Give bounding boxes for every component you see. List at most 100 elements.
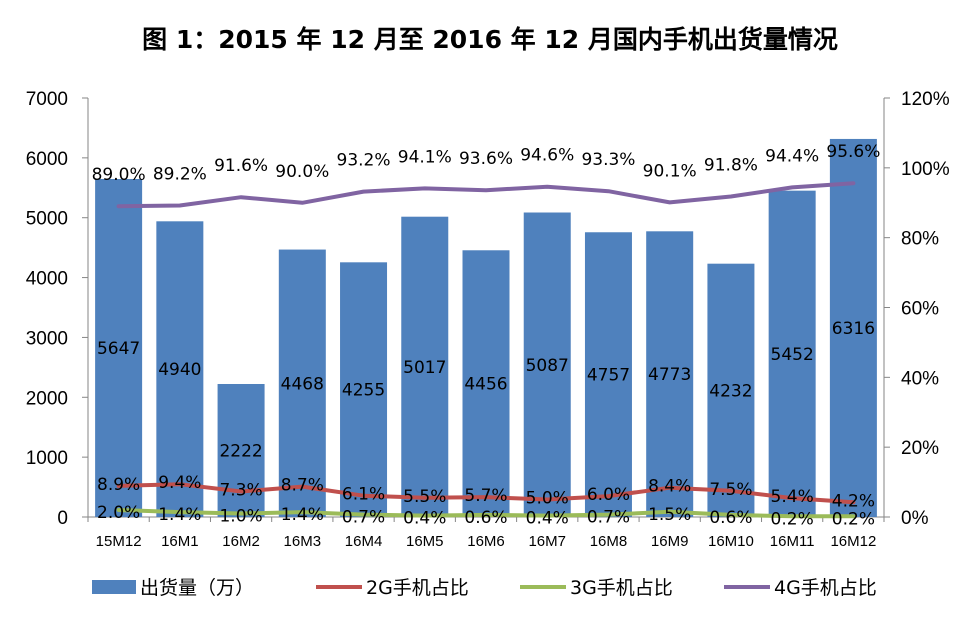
- line-value-label: 90.0%: [275, 162, 329, 182]
- line-value-label: 1.0%: [219, 507, 262, 527]
- line-value-label: 89.2%: [153, 165, 207, 185]
- y-right-tick-label: 120%: [901, 89, 950, 110]
- line-value-label: 5.4%: [771, 487, 814, 507]
- bar-value-label: 4255: [342, 381, 385, 401]
- bar: [768, 190, 816, 517]
- line-value-label: 89.0%: [92, 165, 146, 185]
- x-tick-label: 16M11: [770, 533, 815, 550]
- line-value-label: 5.5%: [403, 487, 446, 507]
- x-tick-label: 16M12: [830, 533, 876, 550]
- bar: [462, 250, 510, 518]
- bar: [523, 212, 571, 517]
- y-right-tick-label: 0%: [901, 508, 929, 529]
- line-value-label: 1.4%: [281, 505, 324, 525]
- line-value-label: 93.2%: [337, 151, 391, 171]
- x-tick-label: 16M10: [708, 533, 754, 550]
- line-labels: 8.9% 9.4% 7.3% 8.7% 6.1% 5.5% 5.7% 5.0% 6.0% 8.4%…: [92, 142, 881, 529]
- y-right-tick-label: 60%: [901, 299, 939, 320]
- y-left-tick-label: 2000: [26, 388, 68, 409]
- line-value-label: 2.0%: [97, 503, 140, 523]
- line-value-label: 4.2%: [832, 491, 875, 511]
- line-value-label: 8.7%: [281, 476, 324, 496]
- line-value-label: 0.7%: [342, 508, 385, 528]
- line-value-label: 0.6%: [709, 508, 752, 528]
- line-value-label: 94.6%: [520, 146, 574, 166]
- x-tick-label: 16M6: [467, 533, 505, 550]
- bar: [95, 178, 143, 518]
- x-tick-label: 16M3: [284, 533, 322, 550]
- x-tick-label: 16M7: [528, 533, 566, 550]
- bar-value-label: 4773: [648, 365, 691, 385]
- bar-value-label: 6316: [832, 319, 875, 339]
- y-left-tick-label: 0: [57, 508, 68, 529]
- line-value-label: 0.4%: [526, 509, 569, 529]
- bar: [707, 263, 755, 517]
- line-value-label: 93.6%: [459, 149, 513, 169]
- bars: [95, 138, 877, 518]
- line-value-label: 8.9%: [97, 475, 140, 495]
- bar-value-label: 5647: [97, 339, 140, 359]
- legend-label: 4G手机占比: [774, 577, 877, 599]
- line-value-label: 5.0%: [526, 489, 569, 509]
- chart-title: 图 1：2015 年 12 月至 2016 年 12 月国内手机出货量情况: [142, 25, 838, 54]
- x-tick-label: 15M12: [96, 533, 142, 550]
- legend-label: 2G手机占比: [366, 577, 469, 599]
- line-value-label: 91.6%: [214, 156, 268, 176]
- line-value-label: 6.0%: [587, 485, 630, 505]
- x-tick-label: 16M1: [161, 533, 199, 550]
- series-line: [116, 181, 856, 209]
- x-tick-label: 16M2: [222, 533, 260, 550]
- bar: [829, 138, 877, 517]
- x-tick-label: 16M5: [406, 533, 444, 550]
- line-value-label: 91.8%: [704, 155, 758, 175]
- line-value-label: 93.3%: [581, 150, 635, 170]
- y-left-tick-label: 5000: [26, 209, 68, 230]
- axes: 0 1000 2000 3000 4000 5000 6000 7000 0% 20% 40% 60%…: [26, 89, 950, 550]
- legend-swatch: [92, 580, 136, 594]
- bar: [217, 383, 265, 517]
- series-lines: [116, 181, 856, 519]
- legend: 出货量（万） 2G手机占比 3G手机占比 4G手机占比: [92, 577, 877, 599]
- x-tick-label: 16M4: [345, 533, 383, 550]
- bar-labels: 5647 4940 2222 4468 4255 5017 4456 5087 4757 4773…: [97, 319, 875, 462]
- line-value-label: 0.2%: [832, 509, 875, 529]
- y-left-tick-label: 7000: [26, 89, 68, 110]
- y-right-tick-label: 20%: [901, 438, 939, 459]
- bar: [584, 232, 632, 517]
- y-left-tick-label: 6000: [26, 149, 68, 170]
- bar-value-label: 4456: [464, 375, 507, 395]
- bar-value-label: 5452: [771, 345, 814, 365]
- x-tick-label: 16M9: [651, 533, 689, 550]
- x-tick-label: 16M8: [590, 533, 628, 550]
- y-right-tick-label: 80%: [901, 229, 939, 250]
- line-value-label: 7.3%: [219, 481, 262, 501]
- line-value-label: 8.4%: [648, 477, 691, 497]
- line-value-label: 0.2%: [771, 509, 814, 529]
- bar-value-label: 4232: [709, 381, 752, 401]
- y-right-tick-label: 100%: [901, 159, 950, 180]
- y-left-tick-label: 3000: [26, 328, 68, 349]
- bar-value-label: 2222: [219, 441, 262, 461]
- series-line: [116, 508, 856, 519]
- bar: [156, 221, 204, 517]
- line-value-label: 9.4%: [158, 473, 201, 493]
- y-right-tick-label: 40%: [901, 368, 939, 389]
- line-value-label: 0.6%: [464, 508, 507, 528]
- bar-value-label: 4468: [281, 374, 324, 394]
- line-value-label: 0.7%: [587, 508, 630, 528]
- bar: [401, 216, 449, 517]
- line-value-label: 1.4%: [158, 505, 201, 525]
- line-value-label: 5.7%: [464, 486, 507, 506]
- bar: [646, 231, 694, 517]
- line-value-label: 0.4%: [403, 509, 446, 529]
- y-left-tick-label: 4000: [26, 269, 68, 290]
- bar-value-label: 5087: [526, 356, 569, 376]
- bar: [340, 262, 388, 517]
- bar-value-label: 4757: [587, 366, 630, 386]
- line-value-label: 6.1%: [342, 485, 385, 505]
- line-value-label: 90.1%: [643, 161, 697, 181]
- series-line: [116, 482, 856, 505]
- line-value-label: 94.1%: [398, 147, 452, 167]
